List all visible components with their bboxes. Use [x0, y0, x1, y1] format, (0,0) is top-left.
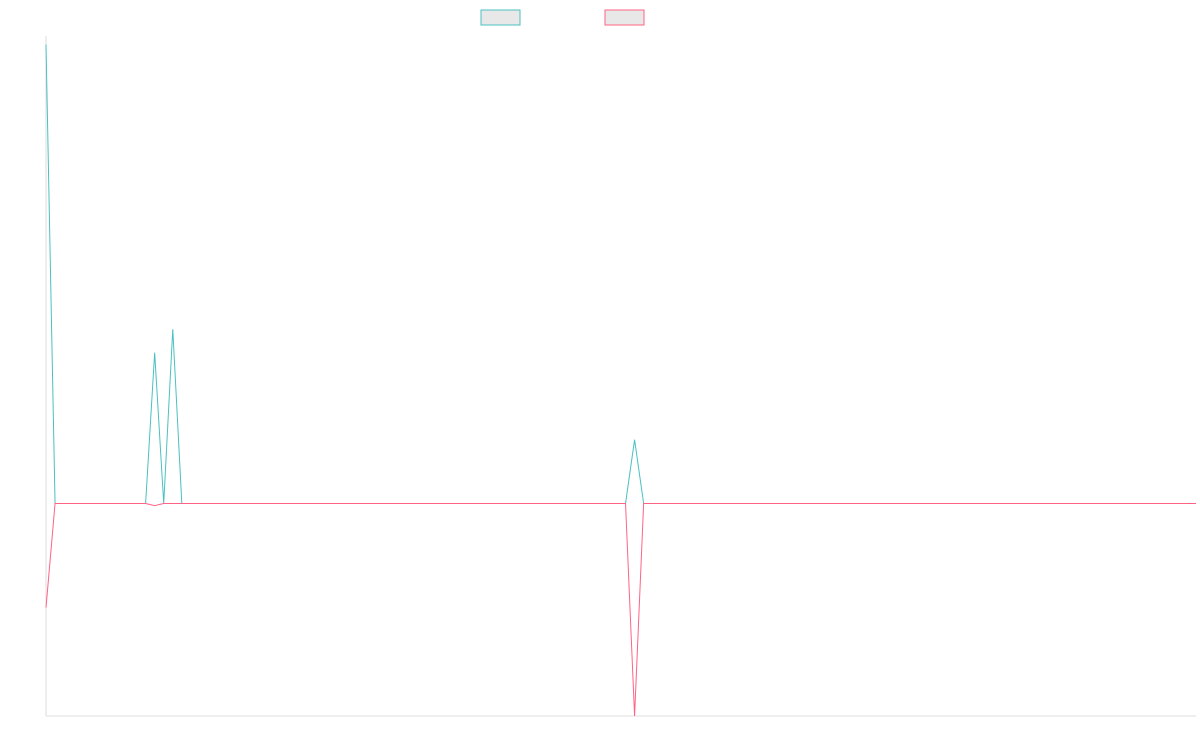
legend-swatch-series-2[interactable] [604, 9, 645, 26]
series-2-line [45, 503, 1196, 717]
series-layer [45, 44, 1196, 717]
axes [45, 36, 1196, 717]
series-1-line [45, 44, 1196, 504]
legend-swatch-series-1[interactable] [480, 9, 521, 26]
legend [480, 9, 645, 26]
